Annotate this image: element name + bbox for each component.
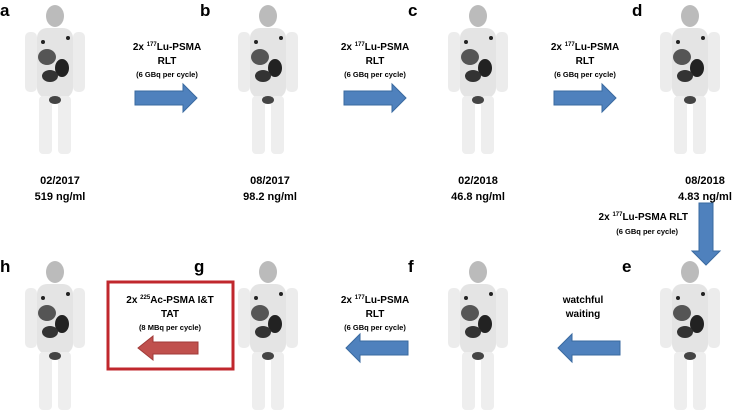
arrow <box>557 333 621 363</box>
scan-a <box>25 5 85 154</box>
panel-label: b <box>200 1 210 20</box>
date: 02/2018 <box>458 175 498 187</box>
text: RLT <box>158 56 177 67</box>
scan-d <box>660 5 720 154</box>
text: 2x <box>599 212 613 223</box>
treatment: 2x 225Ac-PSMA I&T TAT (8 MBq per cycle) <box>126 295 213 332</box>
panel-label: h <box>0 257 10 276</box>
treatment: 2x 177Lu-PSMA RLT (6 GBq per cycle) <box>133 42 201 79</box>
panel-label: d <box>632 1 642 20</box>
arrow <box>345 333 409 363</box>
text: watchful <box>562 295 604 306</box>
date: 08/2017 <box>250 175 290 187</box>
text: (6 GBq per cycle) <box>616 227 678 236</box>
text: 2x 177Lu-PSMA <box>341 295 409 306</box>
arrow <box>553 83 617 113</box>
scan-f <box>448 261 508 410</box>
text: (6 GBq per cycle) <box>344 70 406 79</box>
panel-label: f <box>408 257 414 276</box>
psa: 519 ng/ml <box>35 191 86 203</box>
text: RLT <box>366 309 385 320</box>
text: Lu-PSMA <box>365 42 409 53</box>
text: 2x <box>133 42 147 53</box>
text: 177 <box>355 42 366 48</box>
panel-label: g <box>194 257 204 276</box>
psa: 98.2 ng/ml <box>243 191 297 203</box>
text: waiting <box>565 309 600 320</box>
treatment: 2x 177Lu-PSMA RLT (6 GBq per cycle) <box>341 42 409 79</box>
scan-g <box>238 261 298 410</box>
text: (6 GBq per cycle) <box>554 70 616 79</box>
arrow <box>691 202 721 266</box>
text: 2x <box>341 295 355 306</box>
date: 02/2017 <box>40 175 80 187</box>
treatment: 2x 177Lu-PSMA RLT (6 GBq per cycle) <box>341 295 409 332</box>
text: Lu-PSMA <box>365 295 409 306</box>
treatment: watchful waiting <box>562 295 604 320</box>
text: 177 <box>355 295 366 301</box>
text: 177 <box>565 42 576 48</box>
text: 2x 225Ac-PSMA I&T <box>126 295 213 306</box>
text: 2x <box>551 42 565 53</box>
highlight-box <box>106 280 235 371</box>
text: 177 <box>612 212 623 218</box>
text: 2x <box>341 42 355 53</box>
text: RLT <box>576 56 595 67</box>
text: (6 GBq per cycle) <box>136 70 198 79</box>
treatment: 2x 177Lu-PSMA RLT (6 GBq per cycle) <box>551 42 619 79</box>
scan-c <box>448 5 508 154</box>
text: Lu-PSMA RLT <box>622 212 688 223</box>
arrow <box>343 83 407 113</box>
text: Lu-PSMA <box>157 42 201 53</box>
text: 2x <box>126 295 140 306</box>
text: TAT <box>161 309 179 320</box>
arrow <box>134 83 198 113</box>
scan-h <box>25 261 85 410</box>
text: 2x 177Lu-PSMA <box>551 42 619 53</box>
psa: 4.83 ng/ml <box>678 191 732 203</box>
text: 2x 177Lu-PSMA RLT <box>599 212 688 223</box>
scan-b <box>238 5 298 154</box>
text: RLT <box>366 56 385 67</box>
text: (8 MBq per cycle) <box>139 323 202 332</box>
text: (6 GBq per cycle) <box>344 323 406 332</box>
text: 177 <box>147 42 158 48</box>
text: 225 <box>140 295 151 301</box>
panel-label: e <box>622 257 631 276</box>
text: Lu-PSMA <box>575 42 619 53</box>
date: 08/2018 <box>685 175 725 187</box>
text: 2x 177Lu-PSMA <box>341 42 409 53</box>
panel-label: c <box>408 1 417 20</box>
psa: 46.8 ng/ml <box>451 191 505 203</box>
scan-e <box>660 261 720 410</box>
treatment: 2x 177Lu-PSMA RLT (6 GBq per cycle) <box>599 212 688 236</box>
panel-label: a <box>0 1 10 20</box>
text: Ac-PSMA I&T <box>150 295 214 306</box>
text: 2x 177Lu-PSMA <box>133 42 201 53</box>
arrow <box>137 334 199 362</box>
